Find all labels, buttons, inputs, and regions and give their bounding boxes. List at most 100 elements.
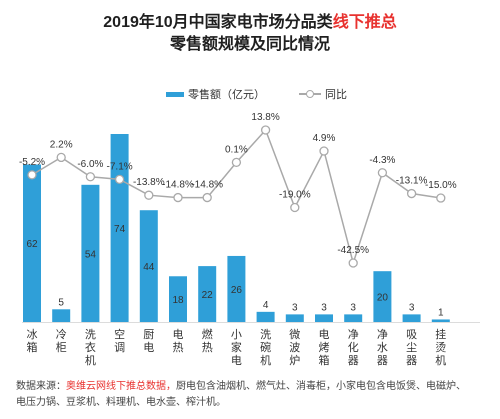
category-label-14-1: 烫 (435, 341, 446, 354)
category-label-8-0: 洗 (260, 328, 271, 341)
yoy-label-1: 2.2% (50, 139, 73, 150)
yoy-label-11: -42.5% (337, 245, 369, 256)
chart-title-line2: 零售额规模及同比情况 (169, 36, 330, 53)
yoy-point-3 (114, 174, 125, 185)
yoy-point-8 (260, 125, 271, 135)
category-label-9-0: 微 (289, 327, 300, 341)
bar-4 (139, 210, 158, 322)
yoy-label-0: -5.2% (19, 157, 45, 168)
category-label-2-0: 洗 (85, 328, 96, 341)
category-label-12-2: 器 (377, 354, 388, 367)
source-text-1: 厨电包含油烟机、燃气灶、消毒柜，小家电包含电饭煲、电磁炉、 (176, 381, 466, 392)
yoy-label-6: -14.8% (191, 180, 223, 191)
yoy-label-13: -13.1% (396, 176, 428, 187)
category-label-3-0: 空 (114, 327, 125, 341)
legend-line-label: 同比 (325, 89, 347, 101)
category-label-1-0: 冷 (56, 328, 67, 341)
source-text-2: 电压力锅、豆浆机、料理机、电水壶、榨汁机。 (16, 397, 226, 408)
yoy-label-4: -13.8% (133, 177, 165, 188)
bar-value-label-7: 26 (231, 285, 243, 296)
bar-value-label-0: 62 (26, 239, 38, 250)
yoy-point-1 (56, 152, 66, 163)
yoy-point-5 (173, 192, 183, 203)
bar-2 (81, 184, 100, 322)
bar-0 (23, 164, 41, 322)
category-label-8-1: 碗 (260, 340, 271, 354)
category-label-9-2: 炉 (289, 354, 300, 367)
category-label-13-0: 吸 (406, 329, 417, 341)
bar-8 (256, 311, 275, 322)
yoy-point-10 (319, 146, 329, 156)
source-note: 数据来源：奥维云网线下推总数据，厨电包含油烟机、燃气灶、消毒柜，小家电包含电饭煲… (16, 379, 488, 411)
chart-title-line1: 2019年10月中国家电市场分品类线下推总 (0, 8, 500, 32)
bar-value-label-10: 3 (321, 302, 327, 313)
legend-bar-swatch (166, 91, 184, 97)
bar-5 (169, 276, 187, 322)
yoy-label-8: 13.8% (251, 112, 279, 123)
yoy-point-14 (436, 193, 446, 203)
chart-legend: 零售额（亿元） 同比 (166, 86, 347, 102)
category-label-0-1: 箱 (27, 340, 38, 354)
bar-value-label-8: 4 (263, 300, 269, 311)
bar-value-label-14: 1 (438, 307, 444, 318)
category-label-6-0: 燃 (202, 327, 213, 341)
category-label-11-1: 化 (348, 340, 359, 354)
category-label-4-0: 厨 (143, 328, 154, 341)
yoy-point-13 (406, 188, 417, 199)
category-label-4-1: 电 (143, 341, 154, 354)
bar-value-label-9: 3 (292, 302, 298, 313)
category-label-13-2: 器 (406, 354, 417, 367)
category-label-14-0: 挂 (435, 327, 446, 341)
bar-1 (52, 309, 71, 322)
yoy-point-7 (231, 157, 242, 168)
category-label-12-1: 水 (377, 341, 388, 354)
yoy-label-5: -14.8% (162, 180, 194, 191)
yoy-point-2 (85, 172, 96, 182)
bar-9 (285, 314, 304, 322)
bar-value-label-2: 54 (85, 249, 97, 260)
bar-6 (198, 266, 217, 322)
yoy-point-0 (27, 170, 37, 180)
category-label-7-1: 家 (231, 340, 242, 354)
bar-10 (315, 314, 333, 322)
category-label-11-0: 净 (348, 327, 359, 341)
category-label-10-0: 电 (319, 328, 330, 341)
yoy-point-4 (144, 190, 154, 200)
category-label-13-1: 尘 (406, 341, 417, 354)
category-label-5-0: 电 (173, 328, 184, 341)
yoy-point-9 (290, 202, 300, 213)
category-label-14-2: 机 (435, 353, 446, 367)
source-highlight: 奥维云网线下推总数据， (66, 381, 176, 392)
category-label-1-1: 柜 (56, 341, 67, 354)
bar-value-label-1: 5 (58, 297, 64, 308)
category-label-2-1: 衣 (85, 340, 96, 354)
bar-7 (227, 255, 246, 322)
bar-value-label-6: 22 (202, 290, 214, 301)
yoy-label-10: 4.9% (313, 133, 336, 144)
category-label-0-0: 冰 (27, 328, 38, 341)
category-label-10-2: 箱 (319, 353, 330, 367)
category-label-11-2: 器 (348, 354, 359, 367)
legend-line-swatch (299, 89, 321, 99)
category-label-3-1: 调 (114, 341, 125, 354)
category-label-7-0: 小 (231, 328, 242, 341)
category-label-10-1: 烤 (319, 340, 330, 354)
yoy-label-12: -4.3% (369, 155, 395, 166)
category-label-2-2: 机 (85, 353, 96, 367)
bar-value-label-12: 20 (377, 293, 389, 304)
category-label-9-1: 波 (289, 341, 300, 354)
bar-value-label-3: 74 (114, 224, 126, 235)
yoy-point-6 (202, 192, 212, 203)
source-label: 数据来源： (16, 381, 66, 392)
category-label-6-1: 热 (202, 341, 213, 354)
yoy-label-7: 0.1% (225, 144, 248, 155)
yoy-label-14: -15.0% (425, 180, 457, 191)
category-label-12-0: 净 (377, 327, 388, 341)
bar-12 (373, 271, 392, 322)
bar-14 (431, 319, 450, 322)
category-label-7-2: 电 (231, 354, 242, 367)
yoy-label-9: -19.0% (279, 189, 311, 200)
yoy-label-3: -7.1% (107, 161, 133, 172)
